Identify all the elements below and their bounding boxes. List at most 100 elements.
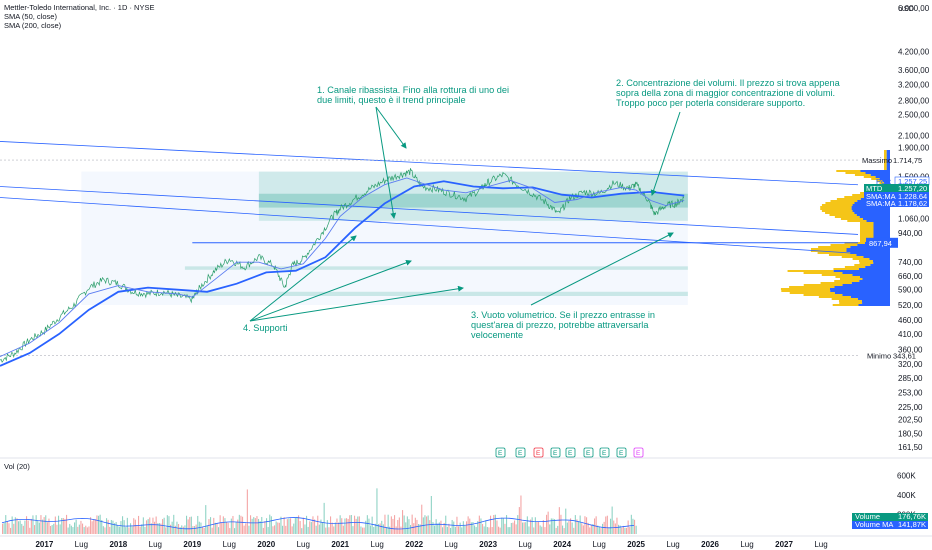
- volume-bar: [627, 520, 629, 534]
- level-value-minimo: 343,61: [893, 351, 916, 360]
- sma50-legend[interactable]: SMA (50, close): [4, 12, 57, 21]
- profile-bar-sell: [884, 182, 890, 184]
- volume-bar: [200, 522, 202, 534]
- volume-bar: [355, 518, 357, 534]
- profile-bar-buy: [787, 270, 834, 272]
- profile-bar-sell: [859, 280, 890, 282]
- profile-bar-sell: [861, 300, 890, 302]
- volume-bar: [539, 525, 541, 534]
- volume-bar: [190, 516, 192, 534]
- volume-bar: [253, 517, 255, 534]
- time-tick-15: Lug: [592, 540, 605, 549]
- volume-bar: [347, 518, 349, 534]
- zones-layer: [81, 171, 688, 306]
- volume-bar: [498, 526, 500, 534]
- earnings-marker-3: E: [553, 450, 558, 457]
- volume-bar: [550, 518, 552, 534]
- time-axis[interactable]: 2017 Lug 2018 Lug 2019 Lug 2020 Lug 2021 Lug 2022 L…: [35, 540, 827, 549]
- profile-bar-sell: [875, 176, 890, 178]
- volume-bar: [205, 505, 207, 534]
- price-tick-23: 180,50: [898, 430, 923, 439]
- sma200-legend[interactable]: SMA (200, close): [4, 21, 62, 30]
- price-tick-3: 3.200,00: [898, 80, 930, 89]
- volume-bar: [85, 525, 87, 534]
- volume-bar: [3, 522, 5, 534]
- volume-legend[interactable]: Vol (20): [4, 462, 30, 471]
- volume-bar: [538, 521, 540, 534]
- earnings-marker-1: E: [518, 450, 523, 457]
- volume-bar: [174, 525, 176, 534]
- volume-bar: [50, 525, 52, 534]
- volume-bar: [18, 521, 20, 534]
- annotation-arrow-5: [249, 259, 412, 322]
- profile-bar-buy: [825, 202, 855, 204]
- volume-bar: [562, 525, 564, 534]
- annotation-arrow-1: [375, 106, 397, 219]
- volume-bar: [632, 518, 634, 534]
- profile-bar-sell: [886, 152, 890, 154]
- earnings-marker-4: E: [568, 450, 573, 457]
- volume-bar: [40, 515, 42, 534]
- volume-bar: [438, 522, 440, 534]
- profile-bar-sell: [842, 284, 890, 286]
- volume-bar: [37, 520, 39, 534]
- volume-bar: [35, 515, 37, 534]
- volume-bar: [82, 523, 84, 534]
- profile-bar-sell: [873, 228, 890, 230]
- profile-bar-buy: [803, 284, 843, 286]
- volume-bar: [514, 520, 516, 534]
- volume-bar: [395, 526, 397, 534]
- volume-bar: [110, 519, 112, 534]
- volume-bar: [603, 521, 605, 534]
- profile-bar-sell: [850, 296, 890, 298]
- volume-bar: [454, 526, 456, 534]
- volume-bar: [206, 525, 208, 534]
- volume-bar: [461, 527, 463, 534]
- volume-bar: [386, 526, 388, 534]
- volume-bar: [366, 515, 368, 534]
- profile-bar-sell: [873, 262, 890, 264]
- support-level-value: 867,94: [869, 239, 892, 248]
- volume-bar: [483, 526, 485, 534]
- time-tick-14: 2024: [553, 540, 571, 549]
- volume-bar: [315, 525, 317, 534]
- volume-bar: [510, 522, 512, 534]
- volume-bar: [69, 523, 71, 534]
- volume-bar: [410, 524, 412, 534]
- volume-bar: [421, 504, 423, 534]
- volume-bar: [523, 522, 525, 534]
- price-axis[interactable]: 6.000,00 4.200,00 3.600,00 3.200,00 2.800,00…: [898, 4, 930, 452]
- volume-bar: [621, 527, 623, 534]
- volume-bar: [554, 519, 556, 534]
- volume-bar: [435, 519, 437, 534]
- volume-bar: [328, 527, 330, 534]
- volume-bar: [312, 516, 314, 534]
- volume-bar: [296, 516, 298, 534]
- profile-bar-sell: [830, 290, 890, 292]
- profile-bar-buy: [884, 152, 887, 154]
- volume-bar: [218, 527, 220, 534]
- profile-bar-buy: [780, 288, 831, 290]
- profile-bar-buy: [844, 266, 866, 268]
- price-tag-value-0: 1.257,25: [898, 177, 927, 186]
- volume-bar: [171, 521, 173, 534]
- volume-bar: [598, 526, 600, 534]
- symbol-title[interactable]: Mettler-Toledo International, Inc. · 1D …: [4, 3, 155, 12]
- earnings-marker-box: [495, 447, 506, 458]
- profile-bar-sell: [834, 286, 890, 288]
- volume-bar: [571, 522, 573, 534]
- volume-bar: [13, 523, 15, 534]
- earnings-marker-5: E: [586, 450, 591, 457]
- volume-bar: [38, 522, 40, 534]
- time-tick-12: 2023: [479, 540, 497, 549]
- volume-bar: [382, 524, 384, 534]
- volume-bar: [261, 516, 263, 534]
- time-tick-7: Lug: [297, 540, 310, 549]
- volume-bar: [221, 522, 223, 534]
- volume-bar: [80, 520, 82, 534]
- volume-bar: [318, 524, 320, 534]
- time-tick-21: Lug: [814, 540, 827, 549]
- profile-bar-sell: [873, 222, 890, 224]
